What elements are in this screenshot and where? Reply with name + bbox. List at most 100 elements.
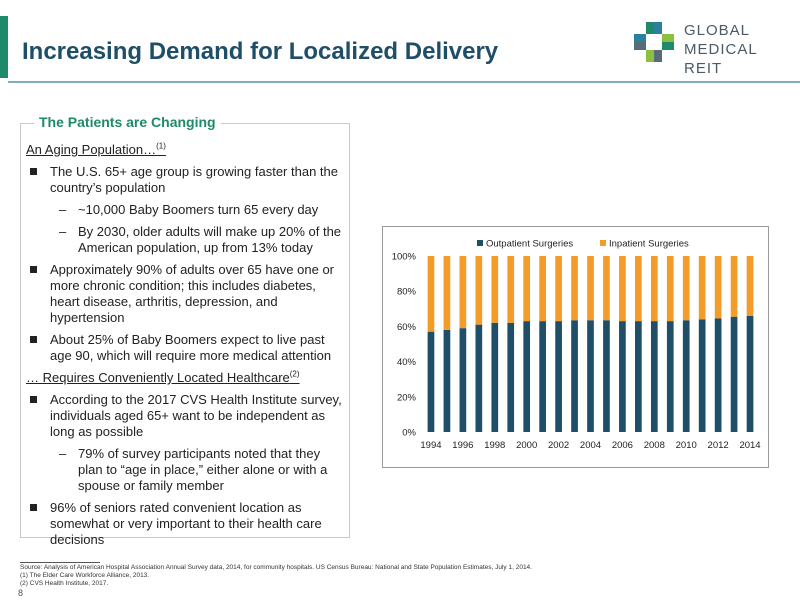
outpatient-bar — [587, 320, 594, 432]
outpatient-bar — [650, 321, 658, 432]
outpatient-bar — [555, 321, 562, 432]
legend-label-inpatient: Inpatient Surgeries — [609, 239, 689, 250]
x-tick-label: 2006 — [612, 440, 633, 451]
outpatient-bar — [682, 320, 690, 432]
inpatient-bar — [682, 256, 690, 321]
chart-canvas: 0% 20% 40% 60% 80% 100% 1994 1996 1998 2000 2002 20… — [392, 239, 761, 452]
logo-wordmark: GLOBAL MEDICAL REIT — [684, 21, 788, 78]
bullet-text: According to the 2017 CVS Health Institu… — [50, 392, 342, 439]
outpatient-bar — [443, 329, 451, 432]
inpatient-bar — [475, 256, 483, 325]
outpatient-bar — [523, 321, 531, 432]
inpatient-bar — [459, 256, 467, 329]
square-bullet-icon — [30, 396, 37, 403]
outpatient-bar — [603, 320, 610, 432]
y-tick-label: 0% — [402, 428, 416, 439]
bullet-item: The U.S. 65+ age group is growing faster… — [26, 164, 344, 196]
outpatient-bar — [730, 316, 738, 432]
legend-swatch-outpatient — [477, 240, 483, 246]
inpatient-bar — [714, 256, 722, 319]
inpatient-bar — [587, 256, 594, 321]
x-tick-label: 2012 — [708, 440, 729, 451]
bullet-text: Approximately 90% of adults over 65 have… — [50, 262, 335, 325]
section-heading-aging: An Aging Population…(1) — [26, 142, 344, 158]
bullet-item: 96% of seniors rated convenient location… — [26, 500, 344, 548]
x-tick-label: 1994 — [420, 440, 441, 451]
sub-bullet-item: – By 2030, older adults will make up 20% … — [26, 224, 344, 256]
inpatient-bar — [523, 256, 531, 322]
y-tick-label: 20% — [397, 392, 417, 403]
source-note: Source: Analysis of American Hospital As… — [20, 564, 532, 571]
inpatient-bar — [603, 256, 610, 321]
outpatient-bar — [491, 322, 499, 432]
square-bullet-icon — [30, 504, 37, 511]
inpatient-bar — [571, 256, 578, 321]
outpatient-bar — [539, 321, 546, 432]
inpatient-bar — [427, 256, 435, 332]
inpatient-bar — [619, 256, 626, 322]
inpatient-bar — [443, 256, 451, 330]
square-bullet-icon — [30, 168, 37, 175]
footnote-1: (1) The Elder Care Workforce Alliance, 2… — [20, 572, 150, 579]
y-tick-label: 40% — [397, 357, 417, 368]
y-tick-label: 80% — [397, 287, 417, 298]
x-tick-label: 2010 — [676, 440, 697, 451]
inpatient-bar — [746, 256, 754, 316]
x-tick-label: 1996 — [452, 440, 473, 451]
sub-bullet-text: ~10,000 Baby Boomers turn 65 every day — [78, 202, 319, 217]
sub-bullet-text: 79% of survey participants noted that th… — [78, 446, 328, 493]
accent-bar — [0, 16, 8, 78]
legend-swatch-inpatient — [600, 240, 606, 246]
y-tick-label: 100% — [392, 252, 417, 263]
x-tick-label: 2014 — [739, 440, 760, 451]
footnote-ref: (2) — [289, 369, 300, 379]
inpatient-bar — [635, 256, 642, 322]
inpatient-bar — [666, 256, 674, 322]
outpatient-bar — [666, 321, 674, 432]
outpatient-bar — [698, 319, 706, 432]
y-tick-label: 60% — [397, 322, 417, 333]
bullet-item: Approximately 90% of adults over 65 have… — [26, 262, 344, 326]
sub-bullet-item: –79% of survey participants noted that t… — [26, 446, 344, 494]
inpatient-bar — [555, 256, 562, 322]
bullet-item: About 25% of Baby Boomers expect to live… — [26, 332, 344, 364]
outpatient-bar — [714, 318, 722, 432]
inpatient-bar — [491, 256, 499, 323]
logo-line-1: GLOBAL — [684, 22, 751, 39]
inpatient-bar — [730, 256, 738, 317]
dash-bullet-icon: – — [59, 202, 67, 217]
bullet-text: 96% of seniors rated convenient location… — [50, 500, 322, 547]
sub-bullet-text: By 2030, older adults will make up 20% o… — [78, 224, 342, 255]
footnote-divider — [20, 562, 100, 563]
section-heading-healthcare: … Requires Conveniently Located Healthca… — [26, 370, 344, 386]
company-logo: GLOBAL MEDICAL REIT — [632, 20, 788, 77]
footnote-2: (2) CVS Health Institute, 2017. — [20, 580, 109, 587]
outpatient-bar — [475, 324, 483, 432]
dash-bullet-icon: – — [59, 446, 67, 461]
outpatient-bar — [571, 320, 578, 432]
square-bullet-icon — [30, 266, 37, 273]
inpatient-bar — [650, 256, 658, 322]
square-bullet-icon — [30, 336, 37, 343]
sub-bullet-item: – ~10,000 Baby Boomers turn 65 every day — [26, 202, 344, 218]
logo-line-2: MEDICAL REIT — [684, 41, 758, 77]
logo-cross-icon — [634, 22, 674, 62]
inpatient-bar — [539, 256, 546, 322]
x-tick-label: 2002 — [548, 440, 569, 451]
outpatient-bar — [746, 315, 754, 432]
x-tick-label: 1998 — [484, 440, 505, 451]
outpatient-bar — [635, 321, 642, 432]
bullet-text: The U.S. 65+ age group is growing faster… — [50, 164, 338, 195]
legend-label-outpatient: Outpatient Surgeries — [486, 239, 573, 250]
dash-bullet-icon: – — [59, 224, 67, 239]
outpatient-bar — [459, 328, 467, 432]
outpatient-bar — [427, 331, 435, 432]
outpatient-bar — [619, 321, 626, 432]
panel-content: An Aging Population…(1) The U.S. 65+ age… — [26, 142, 344, 554]
section-heading-label: An Aging Population… — [26, 142, 157, 157]
surgeries-chart: 0% 20% 40% 60% 80% 100% 1994 1996 1998 2000 2002 20… — [382, 226, 769, 468]
bullet-item: According to the 2017 CVS Health Institu… — [26, 392, 344, 440]
panel-title: The Patients are Changing — [34, 114, 221, 130]
header-divider — [8, 81, 800, 83]
outpatient-bar — [507, 322, 515, 432]
